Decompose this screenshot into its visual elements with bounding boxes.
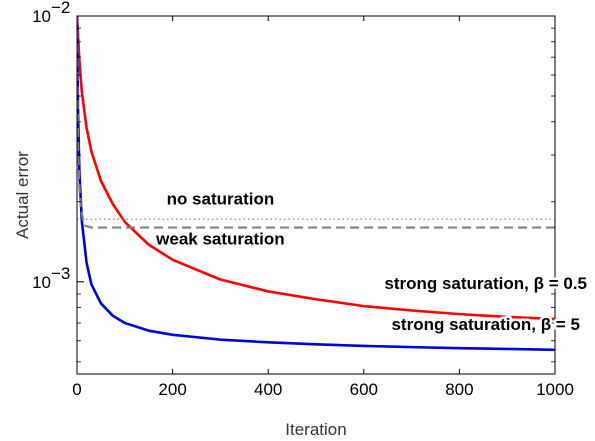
- y-tick-label: 10: [32, 7, 51, 26]
- curve-annotations: no saturation weak saturation strong satur…: [153, 187, 590, 336]
- plot-frame: [76, 15, 556, 375]
- annotation-label: strong saturation, β = 5: [391, 315, 579, 334]
- axis-ticks: [76, 15, 556, 374]
- y-axis-label: Actual error: [13, 151, 32, 239]
- x-tick-label: 1000: [536, 380, 574, 399]
- x-tick-label: 200: [158, 380, 186, 399]
- x-tick-label: 600: [350, 380, 378, 399]
- x-tick-label: 0: [72, 380, 81, 399]
- annotation-label: strong saturation, β = 0.5: [384, 274, 587, 293]
- x-tick-label: 400: [254, 380, 282, 399]
- x-axis-label: Iteration: [285, 420, 346, 439]
- axes-frame: [76, 15, 556, 375]
- series-line-3: [77, 16, 555, 229]
- annotation-label: weak saturation: [155, 230, 285, 249]
- y-tick-label: 10: [32, 273, 51, 292]
- series-line-2: [77, 16, 555, 352]
- y-tick-exponent: −2: [51, 0, 70, 17]
- y-tick-exponent: −3: [51, 264, 70, 283]
- series-line-1: [77, 16, 555, 321]
- plot-lines: [77, 16, 555, 352]
- annotation-label: no saturation: [167, 190, 275, 209]
- x-tick-label: 800: [445, 380, 473, 399]
